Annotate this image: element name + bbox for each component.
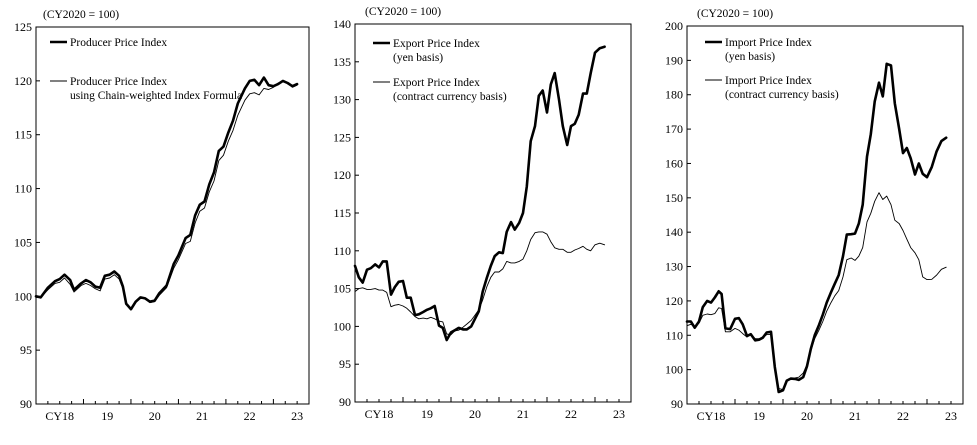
x-tick-label: 20 [149, 409, 161, 423]
y-tick-label: 100 [333, 319, 351, 333]
legend-label-2: (contract currency basis) [393, 91, 507, 103]
legend-label-1: (yen basis) [725, 51, 775, 63]
x-tick-label: CY18 [365, 407, 394, 421]
y-tick-label: 115 [333, 206, 351, 220]
y-tick-label: 180 [665, 88, 683, 102]
y-tick-label: 105 [333, 282, 351, 296]
series-line-1 [34, 76, 299, 311]
legend-label-1: Export Price Index [393, 38, 480, 50]
x-tick-label: 20 [801, 409, 813, 423]
x-tick-label: 21 [517, 407, 529, 421]
y-tick-label: 130 [333, 93, 351, 107]
legend-label-2: using Chain-weighted Index Formula [70, 90, 242, 102]
y-tick-label: 140 [333, 17, 351, 31]
y-tick-label: 110 [333, 244, 351, 258]
x-tick-label: 19 [421, 407, 433, 421]
legend-label-2: Import Price Index [725, 75, 812, 87]
chart-panel-3: 90 100 110 120 130 140 150 160 170 180 190 200 CY18 1… [665, 8, 964, 423]
y-tick-label: 170 [665, 122, 683, 136]
y-tick-label: 105 [14, 235, 32, 249]
legend-label-1: Producer Price Index [70, 37, 167, 49]
chart-panel-1: 90 95 100 105 110 115 120 125 CY18 19 20 21 22 23 (CY2… [14, 9, 310, 423]
y-tick-label: 100 [14, 289, 32, 303]
unit-label: (CY2020 = 100) [697, 8, 773, 20]
legend-label-1: Import Price Index [725, 37, 812, 49]
series-line-2 [35, 80, 298, 310]
chart-panel-2: 90 95 100 105 110 115 120 125 130 135 140 CY18 19 20 2… [333, 6, 632, 421]
x-tick-label: 22 [565, 407, 577, 421]
x-tick-label: 19 [753, 409, 765, 423]
series-line-2 [686, 192, 947, 391]
plot-frame [686, 25, 964, 405]
series-line-1 [685, 62, 948, 394]
y-tick-label: 120 [14, 74, 32, 88]
series-line-1 [353, 45, 606, 342]
y-tick-label: 125 [14, 20, 32, 34]
y-tick-label: 140 [665, 225, 683, 239]
x-tick-label: CY18 [45, 409, 74, 423]
x-tick-label: 23 [945, 409, 957, 423]
legend-label-2: (contract currency basis) [725, 89, 839, 101]
y-tick-label: 200 [665, 19, 683, 33]
x-tick-label: 21 [849, 409, 861, 423]
plot-frame [35, 26, 310, 405]
series-line-2 [354, 231, 606, 336]
y-tick-label: 95 [20, 343, 32, 357]
x-tick-label: 19 [101, 409, 113, 423]
y-tick-label: 95 [339, 357, 351, 371]
y-tick-label: 120 [665, 294, 683, 308]
x-tick-label: 23 [291, 409, 303, 423]
y-tick-label: 110 [665, 328, 683, 342]
x-tick-label: 22 [244, 409, 256, 423]
y-tick-label: 90 [339, 395, 351, 409]
x-tick-label: 23 [613, 407, 625, 421]
y-tick-label: 135 [333, 55, 351, 69]
y-tick-label: 160 [665, 156, 683, 170]
legend-label-1: (yen basis) [393, 52, 443, 64]
unit-label: (CY2020 = 100) [43, 9, 119, 21]
y-tick-label: 150 [665, 191, 683, 205]
y-tick-label: 90 [671, 397, 683, 411]
x-tick-label: 22 [897, 409, 909, 423]
x-tick-label: 20 [469, 407, 481, 421]
x-tick-label: 21 [196, 409, 208, 423]
y-tick-label: 90 [20, 397, 32, 411]
y-tick-label: 115 [14, 128, 32, 142]
x-tick-label: CY18 [697, 409, 726, 423]
unit-label: (CY2020 = 100) [365, 6, 441, 18]
y-tick-label: 100 [665, 363, 683, 377]
y-tick-label: 120 [333, 168, 351, 182]
y-tick-label: 130 [665, 260, 683, 274]
y-tick-label: 110 [14, 182, 32, 196]
y-tick-label: 190 [665, 53, 683, 67]
legend-label-2: Producer Price Index [70, 76, 167, 88]
legend-label-2: Export Price Index [393, 77, 480, 89]
y-tick-label: 125 [333, 130, 351, 144]
